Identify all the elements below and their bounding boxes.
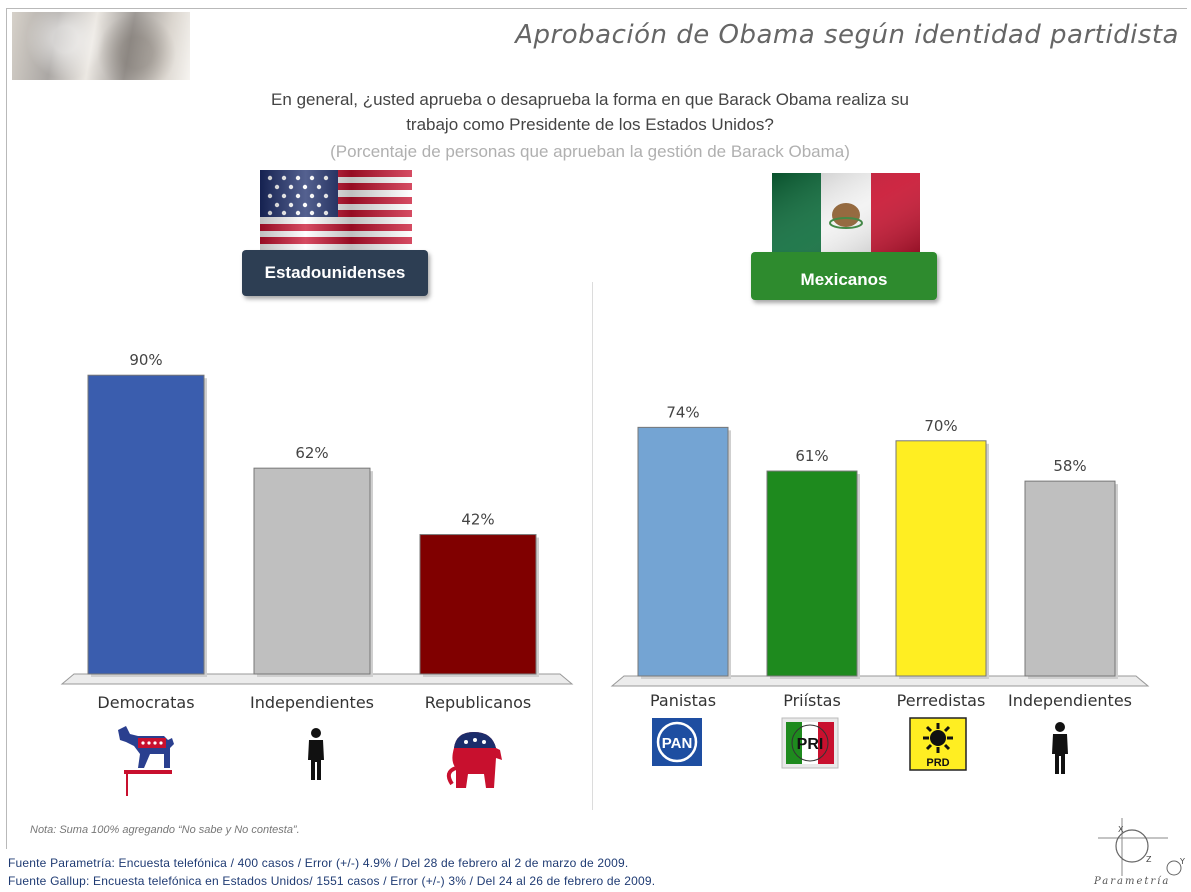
question-line-1: En general, ¿usted aprueba o desaprueba … bbox=[271, 90, 909, 109]
value-label: 58% bbox=[1053, 457, 1086, 475]
logo-axis-x: X bbox=[1118, 825, 1124, 834]
bar-priístas bbox=[766, 470, 858, 677]
pan-logo-icon: PAN bbox=[652, 718, 702, 766]
value-label: 42% bbox=[461, 511, 494, 529]
category-label: Independientes bbox=[1008, 691, 1132, 710]
bar-republicanos bbox=[419, 534, 537, 675]
bar-perredistas bbox=[895, 440, 987, 677]
us-flag-icon bbox=[260, 170, 412, 258]
parametria-logo-text: Parametría bbox=[1094, 876, 1171, 887]
bar-independientes bbox=[253, 467, 371, 675]
value-label: 61% bbox=[795, 447, 828, 465]
bar-panistas bbox=[637, 426, 729, 677]
mexico-flag-icon bbox=[772, 173, 920, 259]
value-label: 62% bbox=[295, 444, 328, 462]
crowd-photo bbox=[12, 12, 190, 80]
pri-logo-text: PRI bbox=[797, 736, 824, 753]
panel-divider bbox=[592, 282, 593, 810]
footnote: Nota: Suma 100% agregando “No sabe y No … bbox=[30, 824, 300, 836]
page-title: Aprobación de Obama según identidad part… bbox=[515, 20, 1179, 50]
pan-logo-text: PAN bbox=[662, 735, 693, 752]
source-gallup: Fuente Gallup: Encuesta telefónica en Es… bbox=[8, 874, 656, 888]
prd-logo-icon: PRD bbox=[909, 717, 967, 771]
democrat-donkey-icon bbox=[118, 726, 174, 796]
category-label: Priístas bbox=[783, 691, 841, 710]
category-label: Democratas bbox=[97, 693, 194, 712]
republican-elephant-icon bbox=[446, 732, 502, 788]
question-line-2: trabajo como Presidente de los Estados U… bbox=[406, 115, 774, 134]
logo-axis-y: Y bbox=[1179, 857, 1185, 866]
bar-independientes bbox=[1024, 480, 1116, 677]
value-label: 70% bbox=[924, 417, 957, 435]
logo-axis-z: Z bbox=[1146, 855, 1152, 864]
prd-logo-text: PRD bbox=[926, 757, 949, 769]
category-label: Republicanos bbox=[425, 693, 531, 712]
slide-frame bbox=[6, 8, 1187, 849]
panel-label-mexicanos: Mexicanos bbox=[751, 252, 937, 300]
category-label: Independientes bbox=[250, 693, 374, 712]
value-label: 90% bbox=[129, 351, 162, 369]
person-icon bbox=[1052, 722, 1068, 774]
pri-logo-icon: PRI bbox=[781, 717, 839, 769]
source-parametria: Fuente Parametría: Encuesta telefónica /… bbox=[8, 856, 629, 870]
category-label: Perredistas bbox=[897, 691, 986, 710]
question-subtitle: (Porcentaje de personas que aprueban la … bbox=[330, 142, 850, 161]
person-icon bbox=[308, 728, 324, 780]
mx-chart-baseline bbox=[610, 675, 1150, 687]
panel-label-estadounidenses: Estadounidenses bbox=[242, 250, 428, 296]
value-label: 74% bbox=[666, 403, 699, 421]
category-label: Panistas bbox=[650, 691, 716, 710]
parametria-logo-icon: X Z Y bbox=[1098, 818, 1185, 876]
bar-democratas bbox=[87, 374, 205, 675]
